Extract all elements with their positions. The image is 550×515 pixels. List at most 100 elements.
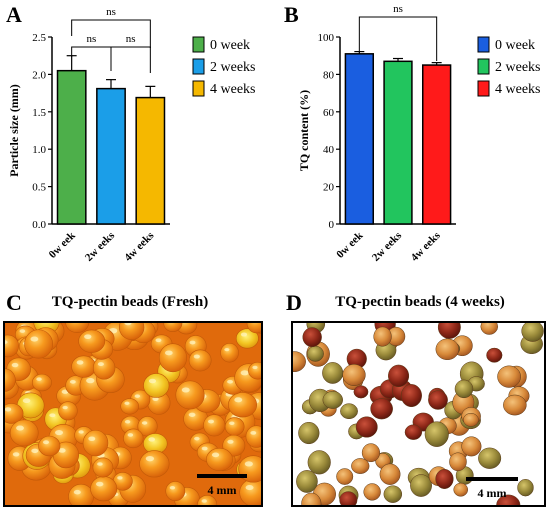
- chart-b-y-tick-label: 100: [318, 32, 335, 44]
- bead-highlight: [76, 360, 84, 365]
- bead-highlight: [227, 379, 233, 384]
- bead: [521, 322, 544, 342]
- chart-b-x-tick-label: 4w eeks: [409, 229, 444, 264]
- chart-a-significance-label: ns: [86, 33, 96, 45]
- chart-b-legend-swatch: [477, 58, 490, 75]
- bead-highlight: [4, 407, 12, 412]
- bead-highlight: [61, 389, 69, 394]
- bead: [388, 364, 410, 388]
- chart-a-legend-swatch: [192, 80, 205, 97]
- bead: [245, 425, 262, 448]
- photo-d-title: TQ-pectin beads (4 weeks): [335, 294, 505, 310]
- chart-b-legend-label: 4 weeks: [495, 82, 541, 97]
- bead: [118, 322, 145, 340]
- scale-bar-c: [197, 474, 247, 478]
- bead: [435, 338, 460, 361]
- bead: [373, 326, 392, 347]
- bead-highlight: [148, 378, 157, 384]
- bead-highlight: [12, 452, 20, 457]
- bead: [123, 428, 144, 449]
- bead: [203, 414, 226, 437]
- bead-highlight: [194, 436, 200, 441]
- bead: [404, 424, 423, 440]
- bead-highlight: [62, 405, 68, 410]
- bead-highlight: [145, 456, 155, 462]
- chart-b-legend-swatch: [477, 80, 490, 97]
- bead-highlight: [188, 412, 196, 417]
- bead: [410, 474, 432, 497]
- chart-b-legend-swatch: [477, 36, 490, 53]
- bead-highlight: [124, 420, 131, 424]
- chart-a-y-tick-label: 0.5: [32, 182, 46, 194]
- bead: [71, 355, 97, 378]
- bead-highlight: [193, 354, 200, 359]
- bead: [4, 334, 20, 358]
- bead: [363, 483, 381, 501]
- bead: [428, 390, 448, 410]
- chart-b-y-tick-label: 20: [323, 182, 335, 194]
- bead-highlight: [251, 318, 256, 321]
- bead: [336, 468, 354, 485]
- bead: [322, 362, 344, 384]
- bead-highlight: [234, 397, 243, 403]
- bead: [158, 343, 187, 373]
- bead-highlight: [11, 362, 19, 368]
- chart-a-significance-label: ns: [126, 33, 136, 45]
- bead-highlight: [39, 315, 46, 320]
- chart-a-bar: [56, 69, 87, 225]
- bead: [298, 421, 320, 445]
- bead: [339, 491, 358, 506]
- chart-b-y-tick-label: 0: [329, 219, 335, 231]
- bead-highlight: [43, 440, 50, 445]
- bead-highlight: [141, 421, 148, 425]
- bead: [463, 412, 479, 427]
- chart-b-y-axis-label: TQ content (%): [297, 90, 311, 171]
- bead-highlight: [250, 431, 257, 435]
- bead-highlight: [31, 448, 39, 454]
- chart-a-x-tick-label: 4w eeks: [122, 229, 157, 264]
- bead-highlight: [207, 419, 215, 424]
- bead: [139, 450, 170, 478]
- chart-b-legend-label: 0 week: [495, 38, 535, 53]
- bead-highlight: [117, 476, 123, 480]
- bead-highlight: [22, 398, 31, 404]
- bead: [351, 458, 370, 474]
- chart-a-legend-swatch: [192, 36, 205, 53]
- bead-highlight: [96, 481, 104, 487]
- bead-highlight: [36, 377, 42, 381]
- chart-a-significance-bracket: [71, 46, 112, 71]
- chart-a-y-axis-label: Particle size (mm): [7, 84, 21, 177]
- bead-highlight: [19, 329, 26, 333]
- bead-highlight: [86, 377, 95, 384]
- bead: [239, 478, 262, 506]
- bead: [497, 365, 521, 388]
- bead: [188, 349, 212, 372]
- bead-highlight: [58, 448, 66, 453]
- bead: [486, 347, 503, 363]
- chart-b-significance-label: ns: [393, 3, 403, 15]
- bead-highlight: [127, 433, 134, 437]
- bead-highlight: [244, 461, 253, 467]
- bead: [449, 452, 467, 472]
- bead-highlight: [169, 486, 176, 490]
- bead: [90, 476, 118, 502]
- chart-a-legend-label: 4 weeks: [210, 82, 256, 97]
- bead-highlight: [211, 452, 220, 458]
- chart-a-y-tick-label: 1.0: [32, 144, 46, 156]
- panel-letter-b: B: [284, 2, 299, 27]
- bead-highlight: [240, 332, 248, 337]
- bead-highlight: [73, 489, 81, 495]
- scale-label-d: 4 mm: [478, 486, 507, 500]
- chart-a-x-tick-label: 2w eeks: [83, 229, 118, 264]
- bead-highlight: [124, 401, 130, 405]
- bead-highlight: [97, 462, 103, 466]
- bead: [197, 495, 218, 506]
- bead: [224, 417, 245, 436]
- bead-highlight: [49, 413, 56, 418]
- chart-b-legend-label: 2 weeks: [495, 60, 541, 75]
- photo-fresh-beads: 4 mm: [3, 315, 263, 507]
- bead: [228, 392, 258, 418]
- panel-letter-c: C: [6, 290, 22, 315]
- bead-highlight: [189, 340, 196, 345]
